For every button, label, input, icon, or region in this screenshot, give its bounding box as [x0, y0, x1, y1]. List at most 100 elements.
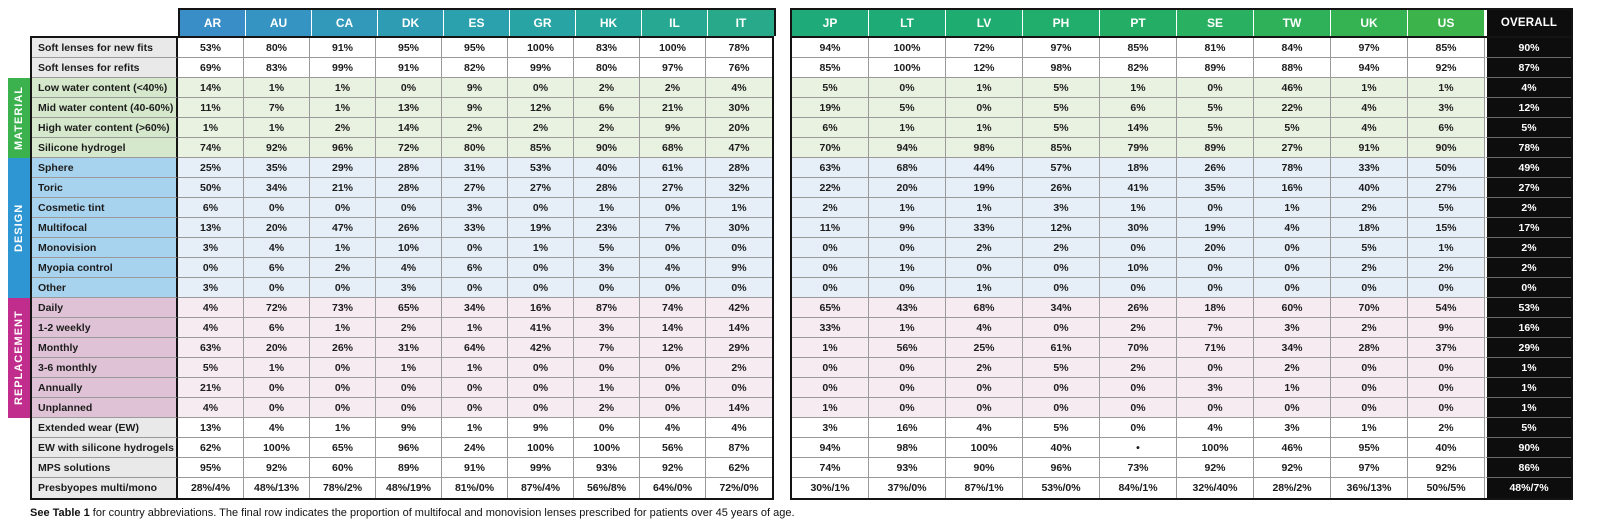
data-cell: 95% — [442, 38, 508, 58]
data-cell: 74% — [640, 298, 706, 318]
col-header-es: ES — [444, 10, 510, 36]
data-cell: 78%/2% — [310, 478, 376, 498]
data-cell: 27% — [442, 178, 508, 198]
data-cell: 0% — [706, 238, 772, 258]
data-cell: 4% — [244, 238, 310, 258]
data-cell: 1% — [1100, 78, 1177, 98]
col-header-us: US — [1408, 10, 1485, 36]
data-cell: 2% — [1331, 318, 1408, 338]
data-cell: 5% — [1177, 98, 1254, 118]
data-cell: 4% — [706, 418, 772, 438]
data-cell: 9% — [640, 118, 706, 138]
data-cell: 34% — [244, 178, 310, 198]
data-cell: 29% — [310, 158, 376, 178]
data-cell: 4% — [178, 318, 244, 338]
data-cell: 2% — [640, 78, 706, 98]
data-cell: 5% — [869, 98, 946, 118]
row-label: Other — [32, 278, 178, 298]
data-cell: 85% — [1408, 38, 1485, 58]
row-label: MPS solutions — [32, 458, 178, 478]
data-cell: 60% — [310, 458, 376, 478]
data-cell: 22% — [792, 178, 869, 198]
data-cell: 13% — [376, 98, 442, 118]
overall-cell: 86% — [1485, 458, 1571, 478]
data-cell: 26% — [1100, 298, 1177, 318]
data-cell: 5% — [1023, 98, 1100, 118]
data-cell: 0% — [376, 78, 442, 98]
data-cell: 2% — [1331, 258, 1408, 278]
data-cell: 0% — [1254, 238, 1331, 258]
overall-cell: 49% — [1485, 158, 1571, 178]
row-label: Annually — [32, 378, 178, 398]
data-cell: 0% — [640, 238, 706, 258]
overall-cell: 78% — [1485, 138, 1571, 158]
data-cell: 0% — [508, 258, 574, 278]
col-header-tw: TW — [1254, 10, 1331, 36]
data-cell: 92% — [1254, 458, 1331, 478]
data-cell: 16% — [1254, 178, 1331, 198]
data-cell: 92% — [640, 458, 706, 478]
data-cell: 0% — [1023, 398, 1100, 418]
data-cell: 5% — [1177, 118, 1254, 138]
data-cell: 1% — [310, 318, 376, 338]
data-cell: 6% — [792, 118, 869, 138]
data-cell: 28%/4% — [178, 478, 244, 498]
row-label: Mid water content (40-60%) — [32, 98, 178, 118]
data-cell: 26% — [1023, 178, 1100, 198]
row-label: 1-2 weekly — [32, 318, 178, 338]
table-footnote: See Table 1 for country abbreviations. T… — [30, 507, 1600, 519]
data-cell: 92% — [244, 138, 310, 158]
data-cell: 28% — [706, 158, 772, 178]
data-cell: 32% — [706, 178, 772, 198]
data-cell: 9% — [442, 98, 508, 118]
data-cell: 3% — [178, 278, 244, 298]
data-cell: 7% — [1177, 318, 1254, 338]
data-cell: 41% — [1100, 178, 1177, 198]
col-header-hk: HK — [576, 10, 642, 36]
data-cell: 27% — [508, 178, 574, 198]
data-cell: 1% — [508, 238, 574, 258]
data-cell: 43% — [869, 298, 946, 318]
data-cell: 7% — [640, 218, 706, 238]
data-cell: 83% — [244, 58, 310, 78]
data-cell: 2% — [508, 118, 574, 138]
data-cell: 0% — [310, 378, 376, 398]
data-cell: 70% — [792, 138, 869, 158]
row-label: Silicone hydrogel — [32, 138, 178, 158]
data-cell: 97% — [1331, 458, 1408, 478]
data-cell: 4% — [1254, 218, 1331, 238]
data-cell: 1% — [310, 98, 376, 118]
data-cell: 61% — [1023, 338, 1100, 358]
data-cell: 85% — [792, 58, 869, 78]
data-cell: 0% — [1177, 278, 1254, 298]
data-cell: 20% — [869, 178, 946, 198]
overall-cell: 12% — [1485, 98, 1571, 118]
data-cell: 12% — [508, 98, 574, 118]
data-cell: 42% — [706, 298, 772, 318]
data-cell: 26% — [310, 338, 376, 358]
data-cell: 27% — [1254, 138, 1331, 158]
data-cell: 34% — [1023, 298, 1100, 318]
data-cell: 4% — [946, 418, 1023, 438]
data-cell: 12% — [1023, 218, 1100, 238]
data-cell: 0% — [442, 378, 508, 398]
data-cell: 62% — [178, 438, 244, 458]
data-cell: 53% — [178, 38, 244, 58]
data-cell: 5% — [1331, 238, 1408, 258]
data-cell: 1% — [792, 338, 869, 358]
data-cell: 0% — [244, 278, 310, 298]
data-cell: 0% — [574, 418, 640, 438]
data-cell: 3% — [574, 258, 640, 278]
data-cell: 60% — [1254, 298, 1331, 318]
data-cell: 18% — [1331, 218, 1408, 238]
data-cell: 95% — [1331, 438, 1408, 458]
data-cell: 6% — [244, 258, 310, 278]
overall-cell: 48%/7% — [1485, 478, 1571, 498]
data-cell: 81%/0% — [442, 478, 508, 498]
data-cell: 1% — [1100, 198, 1177, 218]
data-cell: 0% — [869, 378, 946, 398]
data-cell: 3% — [792, 418, 869, 438]
data-cell: 56%/8% — [574, 478, 640, 498]
data-cell: 87% — [706, 438, 772, 458]
data-cell: 92% — [1408, 58, 1485, 78]
